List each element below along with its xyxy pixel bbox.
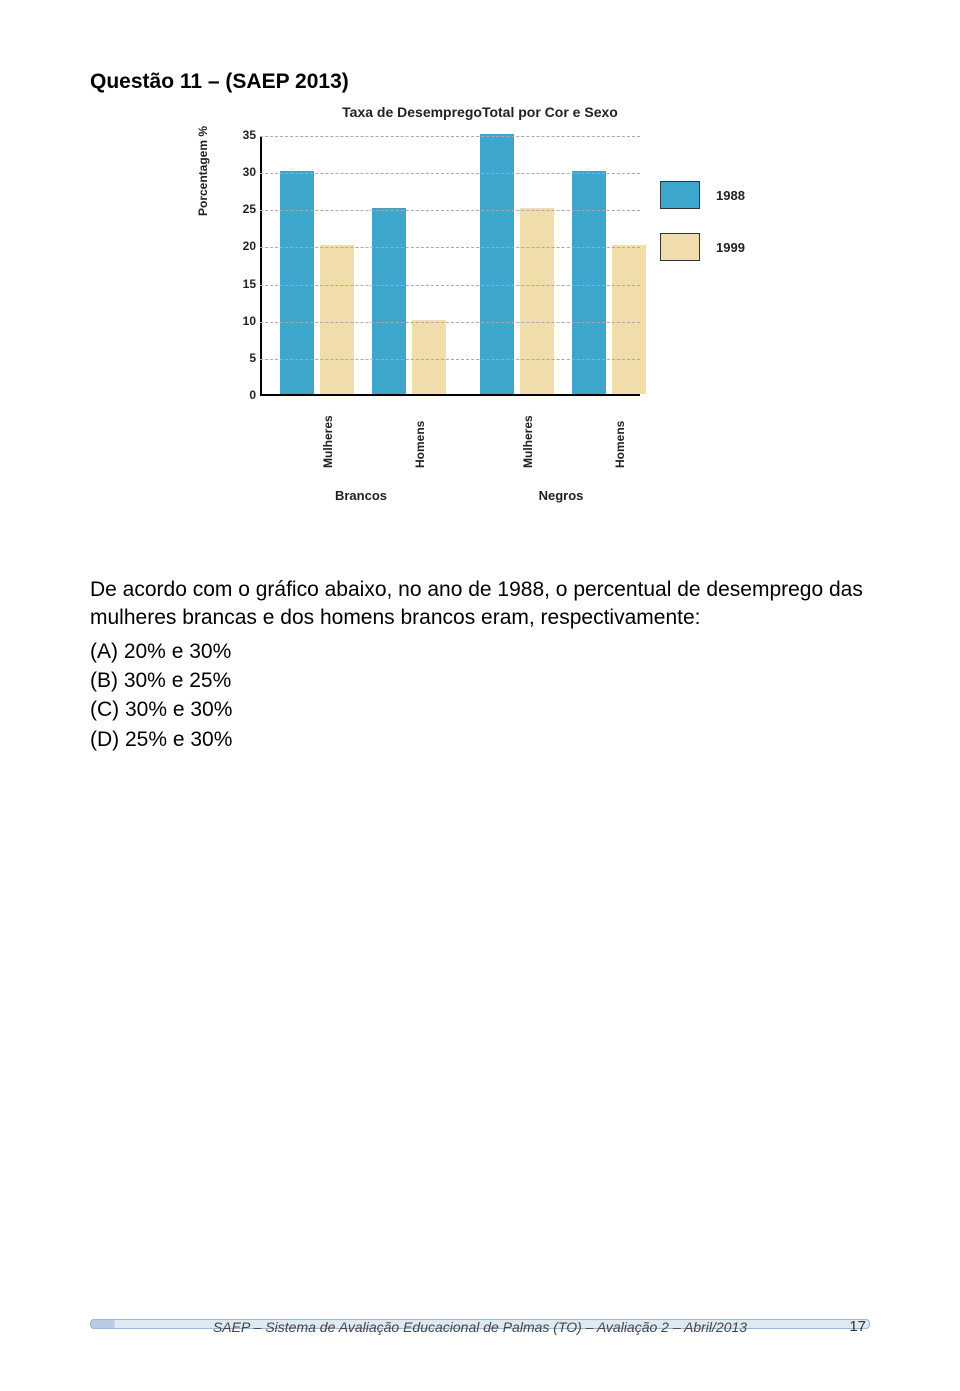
- chart-gridline: [260, 322, 640, 323]
- legend-swatch-1999: [660, 233, 700, 261]
- chart-bar: [520, 208, 554, 394]
- legend-item-1999: 1999: [660, 233, 745, 261]
- chart-ytick: 10: [228, 314, 256, 328]
- legend-swatch-1988: [660, 181, 700, 209]
- chart-group-label: Negros: [521, 488, 601, 503]
- legend-item-1988: 1988: [660, 181, 745, 209]
- chart-ytick: 35: [228, 128, 256, 142]
- chart-ytick: 30: [228, 165, 256, 179]
- chart-bar: [412, 320, 446, 394]
- chart-gridline: [260, 359, 640, 360]
- chart-bar: [372, 208, 406, 394]
- chart-group-label: Brancos: [321, 488, 401, 503]
- chart-gridline: [260, 136, 640, 137]
- chart-bar: [572, 171, 606, 394]
- legend-label-1999: 1999: [716, 240, 745, 255]
- question-header: Questão 11 – (SAEP 2013): [90, 70, 870, 94]
- footer-page-number: 17: [849, 1318, 866, 1335]
- chart-plot: Porcentagem % 1988 1999 0 5 10 15 20 25 30 35 Mu…: [190, 126, 770, 546]
- chart-bar: [320, 245, 354, 394]
- chart-bar: [280, 171, 314, 394]
- page-footer: SAEP – Sistema de Avaliação Educacional …: [90, 1303, 870, 1335]
- chart-gridline: [260, 247, 640, 248]
- chart-plot-area: [260, 136, 640, 396]
- chart-ytick: 0: [228, 388, 256, 402]
- chart-ylabel: Porcentagem %: [196, 126, 210, 216]
- chart-ytick: 5: [228, 351, 256, 365]
- chart-category-label: Mulheres: [521, 415, 535, 468]
- chart-gridline: [260, 173, 640, 174]
- option-c: (C) 30% e 30%: [90, 695, 870, 724]
- page: Questão 11 – (SAEP 2013) Taxa de Desempr…: [0, 0, 960, 1391]
- chart-category-label: Homens: [413, 421, 427, 468]
- question-text: De acordo com o gráfico abaixo, no ano d…: [90, 576, 870, 633]
- chart-gridline: [260, 285, 640, 286]
- chart-ytick: 25: [228, 202, 256, 216]
- chart-gridline: [260, 210, 640, 211]
- chart-bar: [612, 245, 646, 394]
- chart-legend: 1988 1999: [660, 181, 745, 285]
- option-d: (D) 25% e 30%: [90, 725, 870, 754]
- chart-category-label: Homens: [613, 421, 627, 468]
- legend-label-1988: 1988: [716, 188, 745, 203]
- footer-text: SAEP – Sistema de Avaliação Educacional …: [90, 1319, 870, 1335]
- chart-ytick: 20: [228, 239, 256, 253]
- chart-title: Taxa de DesempregoTotal por Cor e Sexo: [190, 104, 770, 120]
- option-a: (A) 20% e 30%: [90, 637, 870, 666]
- options-list: (A) 20% e 30% (B) 30% e 25% (C) 30% e 30…: [90, 637, 870, 755]
- chart-category-label: Mulheres: [321, 415, 335, 468]
- chart-container: Taxa de DesempregoTotal por Cor e Sexo P…: [190, 104, 770, 546]
- chart-ytick: 15: [228, 277, 256, 291]
- option-b: (B) 30% e 25%: [90, 666, 870, 695]
